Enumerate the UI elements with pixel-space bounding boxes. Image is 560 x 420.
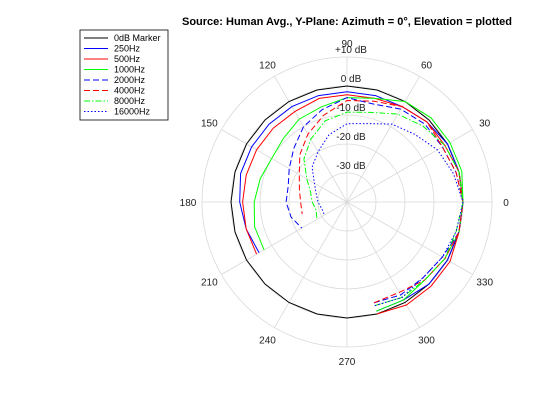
angle-tick-label: 150 xyxy=(201,119,218,130)
legend-label: 4000Hz xyxy=(114,86,146,96)
grid-spoke-240 xyxy=(274,201,348,328)
angle-tick-label: 330 xyxy=(476,278,493,289)
radial-tick-labels: +10 dB 0 dB -10 dB -20 dB -30 dB xyxy=(335,45,367,172)
grid-spoke-60 xyxy=(346,76,420,203)
radial-tick-label: +10 dB xyxy=(335,45,367,56)
legend-label: 2000Hz xyxy=(114,75,146,85)
series-line-16000hz xyxy=(311,123,464,307)
series-lines xyxy=(230,85,464,319)
legend: 0dB Marker250Hz500Hz1000Hz2000Hz4000Hz80… xyxy=(79,29,169,121)
grid-circle xyxy=(259,114,435,290)
legend-box xyxy=(79,29,169,121)
angle-tick-label: 120 xyxy=(259,60,276,71)
radial-tick-label: -20 dB xyxy=(336,132,366,143)
grid-circle xyxy=(201,56,493,348)
radial-tick-label: 0 dB xyxy=(341,74,362,85)
legend-label: 250Hz xyxy=(114,44,141,54)
angle-tick-label: 90 xyxy=(341,39,353,50)
angle-tick-labels: 0 30 60 90 120 150 180 210 240 270 300 330 xyxy=(180,39,510,368)
grid-spoke-210 xyxy=(221,201,348,275)
angle-tick-label: 300 xyxy=(418,336,435,347)
series-line-500hz xyxy=(242,94,464,315)
angle-tick-label: 210 xyxy=(201,278,218,289)
angle-tick-label: 240 xyxy=(259,336,276,347)
angle-tick-label: 30 xyxy=(479,119,491,130)
series-line-250hz xyxy=(239,91,464,312)
legend-label: 0dB Marker xyxy=(114,33,161,43)
grid-spoke-330 xyxy=(346,201,473,275)
chart-title: Source: Human Avg., Y-Plane: Azimuth = 0… xyxy=(182,16,512,28)
grid-spoke-150 xyxy=(221,129,348,203)
angle-tick-label: 0 xyxy=(503,198,509,209)
series-line-8000hz xyxy=(303,111,464,307)
angle-tick-label: 60 xyxy=(421,60,433,71)
grid-circle xyxy=(317,172,377,232)
grid-spoke-30 xyxy=(346,129,473,203)
legend-label: 1000Hz xyxy=(114,65,146,75)
legend-label: 16000Hz xyxy=(114,107,151,117)
angle-tick-label: 270 xyxy=(339,357,356,368)
angle-tick-label: 180 xyxy=(180,198,197,209)
legend-label: 500Hz xyxy=(114,54,141,64)
legend-label: 8000Hz xyxy=(114,96,146,106)
radial-tick-label: -10 dB xyxy=(336,103,366,114)
grid-circle xyxy=(288,143,406,261)
grid-spoke-300 xyxy=(346,201,420,328)
series-line-2000hz xyxy=(285,97,464,304)
radial-tick-label: -30 dB xyxy=(336,161,366,172)
